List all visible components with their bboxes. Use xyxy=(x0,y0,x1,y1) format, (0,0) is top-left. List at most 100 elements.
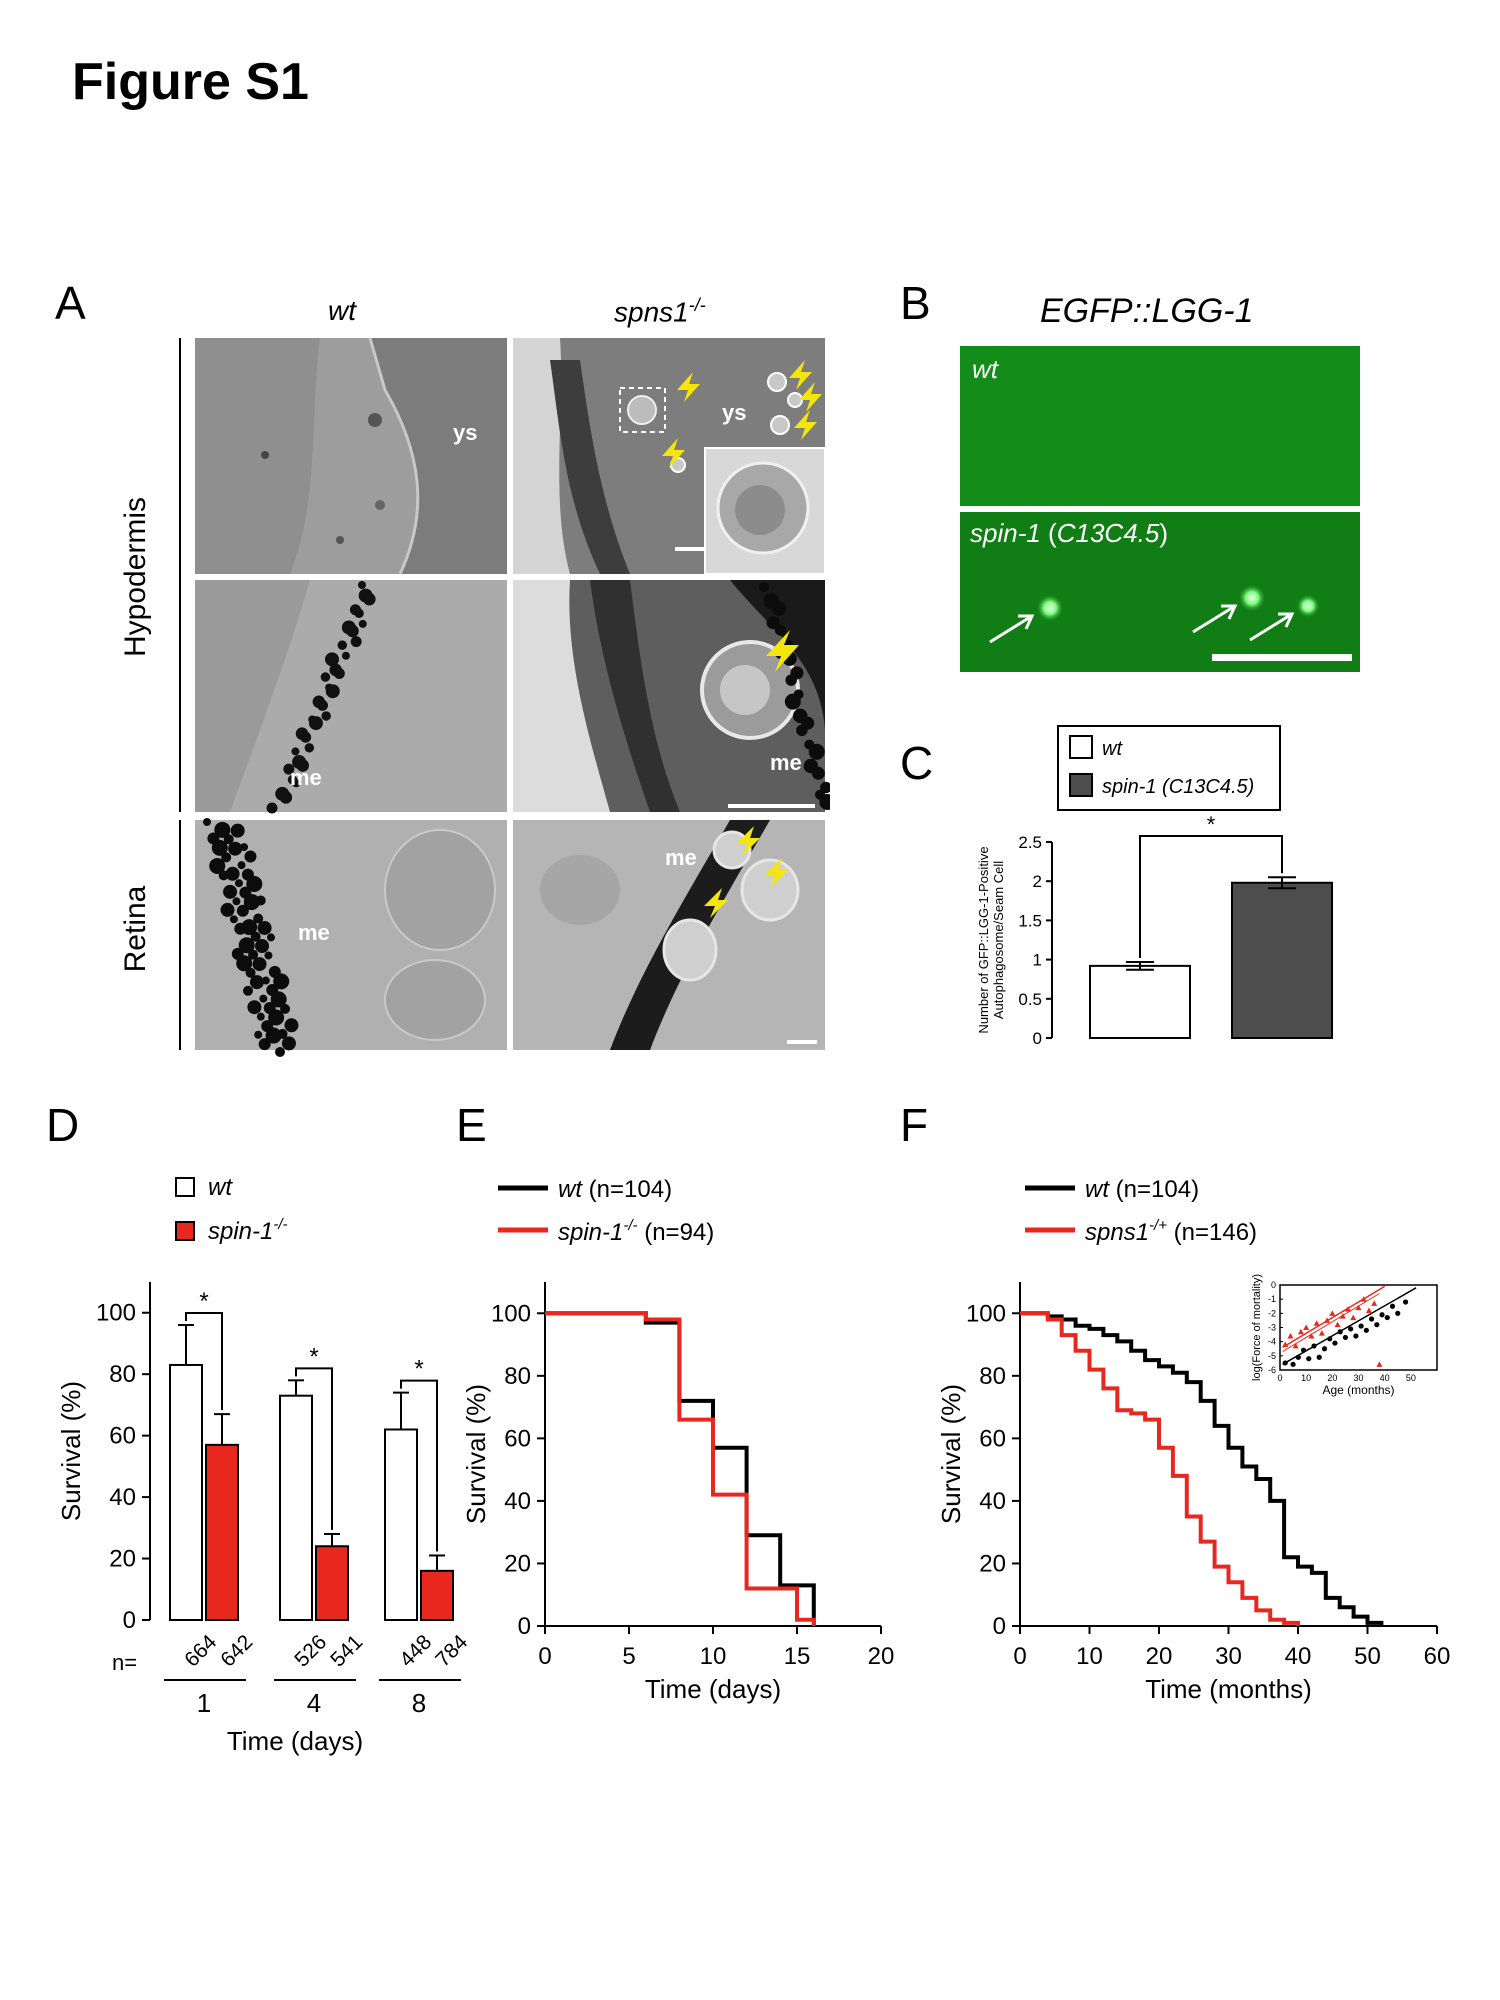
legend-wt-n: (n=104) xyxy=(1109,1176,1199,1203)
inset-point-mutant xyxy=(1329,1310,1336,1316)
melanophore-granule xyxy=(759,582,769,592)
legend-label-wt: wt (n=104) xyxy=(1085,1176,1199,1203)
legend-label-mutant: spin-1 (C13C4.5) xyxy=(1102,776,1254,798)
melanophore-granule xyxy=(249,975,264,990)
melanophore-granule xyxy=(223,884,238,899)
x-tick-label: 50 xyxy=(1354,1643,1381,1670)
melanophore-granule xyxy=(333,667,345,679)
inset-point-wt xyxy=(1368,1316,1375,1322)
melanophore-granule xyxy=(223,834,234,845)
y-tick-label: 0 xyxy=(1033,1029,1042,1048)
x-tick-label: 15 xyxy=(784,1643,811,1670)
melanophore-granule xyxy=(808,743,825,760)
melanophore-granule xyxy=(211,839,228,856)
melanophore-granule xyxy=(264,951,273,960)
inset-point-wt xyxy=(1353,1333,1359,1339)
inset-point-wt xyxy=(1316,1354,1322,1360)
inset-point-mutant xyxy=(1360,1296,1367,1302)
inset-point-mutant xyxy=(1339,1313,1346,1319)
inset-point-mutant xyxy=(1350,1314,1357,1321)
inset-x-tick-label: 40 xyxy=(1380,1373,1390,1383)
yellow-arrow xyxy=(789,360,812,390)
tile-mutant-hypodermis-2: me xyxy=(513,580,830,812)
y-axis-title: Survival (%) xyxy=(461,1384,491,1524)
y-axis-title-text: Survival (%) xyxy=(56,1381,86,1521)
inset-point-mutant xyxy=(1308,1333,1315,1339)
inset-point-wt xyxy=(1327,1336,1333,1342)
legend-label-mutant: spns1-/+ (n=146) xyxy=(1085,1217,1257,1246)
bar-wt xyxy=(169,1363,203,1621)
autophagosome-dot xyxy=(1036,594,1064,622)
bar-mutant xyxy=(1231,881,1333,1039)
inset-point-wt xyxy=(1395,1310,1401,1316)
yellow-arrow xyxy=(704,888,728,918)
melanophore-granule xyxy=(304,743,315,753)
legend-swatch-mutant xyxy=(1069,773,1093,797)
panel-a-col-mutant-name: spns1 xyxy=(614,296,689,328)
y-tick-label: 0 xyxy=(993,1613,1006,1640)
inset-y-axis-title: log(Force of mortality) xyxy=(1251,1274,1263,1381)
melanophore-granule xyxy=(232,897,241,906)
y-tick-label: 40 xyxy=(504,1488,531,1515)
x-axis-title: Time (months) xyxy=(1145,1674,1312,1704)
melanophore-granule xyxy=(221,852,232,863)
legend-label-wt: wt (n=104) xyxy=(558,1176,672,1203)
survival-curve-wt xyxy=(1020,1311,1384,1626)
melanophore-granule xyxy=(266,802,278,814)
melanophore-granule xyxy=(265,1027,282,1044)
melanophore-granule xyxy=(363,592,376,606)
inset-y-tick-label: -6 xyxy=(1268,1365,1276,1375)
inset-point-mutant xyxy=(1376,1361,1383,1367)
inset-y-tick-label: -5 xyxy=(1268,1351,1276,1361)
y-tick-label: 60 xyxy=(504,1425,531,1452)
inset-point-wt xyxy=(1348,1326,1354,1332)
melanophore-granule xyxy=(358,619,367,628)
x-category-label: 8 xyxy=(412,1688,426,1718)
n-label: 664 xyxy=(180,1630,221,1671)
melanophore-granule xyxy=(325,684,340,699)
y-axis-title-line2: Autophagosome/Seam Cell xyxy=(991,861,1006,1019)
n-label: 448 xyxy=(395,1630,436,1671)
inset-y-tick-label: -2 xyxy=(1268,1308,1276,1318)
panel-a-micrographs: ys ys xyxy=(179,337,830,1057)
yellow-arrow xyxy=(794,410,817,440)
melanophore-granule xyxy=(273,973,290,990)
melanophore-granule xyxy=(341,651,350,660)
melanophore-granule xyxy=(245,967,256,978)
y-axis-title-text: Survival (%) xyxy=(936,1384,966,1524)
melanophore-granule xyxy=(785,674,797,686)
melanophore-granule xyxy=(257,920,272,935)
melanophore-granule xyxy=(358,581,366,589)
y-tick-label: 0 xyxy=(518,1613,531,1640)
chart-c: wt spin-1 (C13C4.5) 0 0.5 1 1.5 2 2.5 Number of … xyxy=(976,725,1333,1048)
panel-a-col-mutant: spns1-/- xyxy=(614,295,706,328)
inset-x-tick-label: 50 xyxy=(1406,1373,1416,1383)
y-tick-label: 80 xyxy=(979,1363,1006,1390)
melanophore-granule xyxy=(354,608,364,619)
y-tick-label: 1 xyxy=(1033,951,1042,970)
inset-point-mutant xyxy=(1297,1328,1304,1335)
autophagosome-dot xyxy=(1238,584,1266,612)
melanophore-granule xyxy=(230,823,245,838)
melanophore-granule xyxy=(209,857,226,874)
y-axis-title-line1: Number of GFP::LGG-1-Positive xyxy=(976,846,991,1033)
bar-wt xyxy=(1089,964,1191,1039)
gfp-label-mutant-allele: C13C4.5 xyxy=(1056,518,1160,548)
yellow-arrow xyxy=(677,372,700,402)
melanophore-granule xyxy=(253,913,264,924)
y-tick-label: 1.5 xyxy=(1018,911,1042,930)
bar-mutant xyxy=(205,1443,239,1622)
panel-a-col-mutant-sup: -/- xyxy=(688,295,706,315)
legend-mutant-n: (n=146) xyxy=(1167,1219,1257,1246)
y-tick-label: 40 xyxy=(109,1484,136,1511)
y-axis-title: Number of GFP::LGG-1-Positive Autophagoso… xyxy=(976,846,1006,1033)
inset-point-wt xyxy=(1363,1327,1369,1333)
melanophore-granule xyxy=(270,991,287,1008)
melanophore-granule xyxy=(337,640,348,650)
survival-curve-mutant xyxy=(1020,1311,1300,1626)
legend-label-mutant: spin-1-/- xyxy=(208,1216,288,1245)
inset-point-mutant xyxy=(1345,1306,1352,1312)
significance-star: * xyxy=(414,1356,423,1383)
tag-me-mutant-retina: me xyxy=(665,845,697,870)
